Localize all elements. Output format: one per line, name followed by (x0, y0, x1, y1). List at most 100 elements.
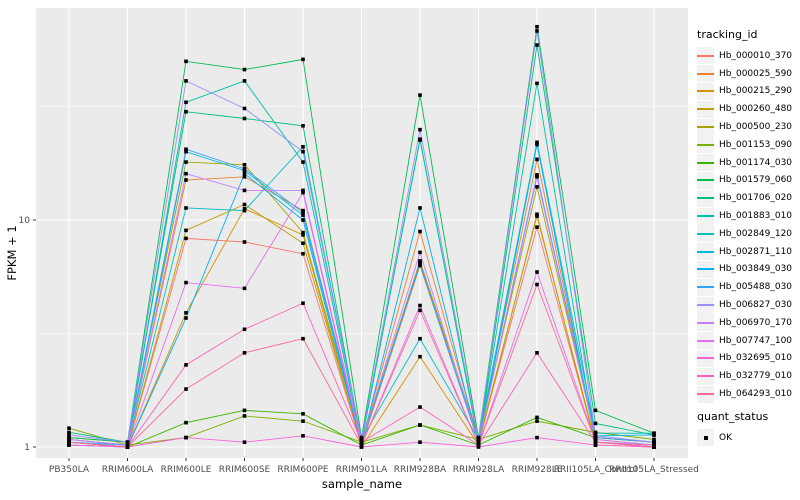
data-point (242, 414, 247, 418)
legend-line-icon (697, 250, 714, 253)
data-point (418, 206, 422, 210)
legend-item: Hb_001883_010 (697, 207, 800, 225)
data-point (184, 59, 188, 64)
legend-item: Hb_000260_480 (697, 100, 800, 118)
x-tick-label: RRIM600PE (277, 465, 329, 475)
legend-item-label: OK (719, 432, 732, 443)
data-point (301, 124, 305, 128)
data-point (184, 228, 188, 233)
data-point (652, 437, 656, 442)
legend-item-label: Hb_006970_170 (719, 317, 793, 328)
legend-line-icon (697, 286, 714, 289)
data-point (67, 437, 71, 442)
legend-line-icon (697, 375, 714, 378)
data-point (535, 24, 539, 29)
data-point (301, 419, 305, 423)
legend-key-swatch (697, 171, 714, 189)
legend-line-icon (697, 54, 714, 57)
data-point (242, 79, 247, 83)
data-point (184, 109, 188, 114)
data-point (593, 443, 598, 447)
data-point (184, 316, 188, 320)
data-point (535, 282, 539, 287)
legend-line-icon (697, 393, 714, 396)
data-point (535, 419, 539, 423)
data-point (242, 171, 247, 176)
legend-line-icon (697, 90, 714, 93)
legend-item: Hb_002871_110 (697, 243, 800, 261)
legend-key-swatch (697, 278, 714, 296)
legend-item-label: Hb_032779_010 (719, 371, 793, 382)
legend-item-label: Hb_002871_110 (719, 246, 793, 257)
data-point (535, 415, 539, 420)
legend-item: Hb_001153_090 (697, 136, 800, 154)
legend-item: Hb_000010_370 (697, 47, 800, 65)
legend-item: Hb_000500_230 (697, 118, 800, 136)
legend-key-swatch (697, 207, 714, 225)
legend-item: Hb_005488_030 (697, 278, 800, 296)
x-tick-label: PB350LA (49, 465, 90, 475)
legend-item-label: Hb_001174_030 (719, 157, 793, 168)
data-point (242, 174, 247, 179)
legend-item: Hb_006970_170 (697, 314, 800, 332)
data-point (301, 241, 305, 246)
legend-line-icon (697, 268, 714, 271)
legend-point-icon (703, 435, 708, 440)
data-point (125, 440, 130, 444)
legend-line-icon (697, 108, 714, 111)
legend-item-quant: OK (697, 429, 800, 447)
legend-item-label: Hb_003849_030 (719, 264, 793, 275)
legend-item: Hb_032695_010 (697, 349, 800, 368)
legend-item-label: Hb_032695_010 (719, 353, 793, 364)
data-point (359, 437, 364, 442)
legend-key-swatch (697, 47, 714, 65)
data-point (418, 127, 422, 132)
data-point (184, 160, 188, 164)
x-tick-label: RRIM928LA (453, 465, 505, 475)
legend-key-swatch (697, 429, 714, 447)
x-tick-label: RRIM901LA (336, 465, 388, 475)
data-point (476, 443, 481, 447)
data-point (301, 230, 305, 235)
data-point (242, 351, 247, 355)
legend-key-swatch (697, 367, 714, 385)
data-point (476, 435, 481, 440)
data-point (418, 354, 422, 359)
data-point (535, 173, 539, 177)
y-tick-label: 10 (19, 216, 31, 226)
data-point (418, 93, 422, 97)
data-point (67, 443, 71, 447)
data-point (359, 445, 364, 449)
x-tick-label: RRII105LA_Stressed (609, 465, 699, 475)
data-point (301, 218, 305, 222)
data-point (301, 188, 305, 193)
data-point (125, 445, 130, 449)
data-point (67, 440, 71, 444)
data-point (535, 185, 539, 189)
data-point (184, 171, 188, 176)
data-point (418, 137, 422, 141)
data-point (301, 336, 305, 341)
data-point (301, 57, 305, 62)
legend-line-icon (697, 357, 714, 360)
legend-item: Hb_006827_030 (697, 296, 800, 314)
data-point (301, 145, 305, 149)
legend-item: Hb_032779_010 (697, 367, 800, 385)
data-point (418, 250, 422, 255)
x-tick-label: RRIM600LE (161, 465, 212, 475)
legend-line-icon (697, 72, 714, 75)
legend-key-swatch (697, 100, 714, 118)
data-point (418, 405, 422, 409)
data-point (535, 435, 539, 440)
x-tick-label: RRIM600LA (102, 465, 154, 475)
legend-items-tracking-id: Hb_000010_370 Hb_000025_590 Hb_000215_290 H… (697, 47, 800, 403)
data-point (242, 167, 247, 171)
data-point (301, 149, 305, 154)
data-point (593, 421, 598, 426)
data-point (242, 188, 247, 193)
legend-block-tracking-id: tracking_id Hb_000010_370 Hb_000025_590 Hb… (697, 28, 800, 403)
data-point (301, 208, 305, 213)
legend-key-swatch (697, 296, 714, 314)
data-point (184, 206, 188, 210)
